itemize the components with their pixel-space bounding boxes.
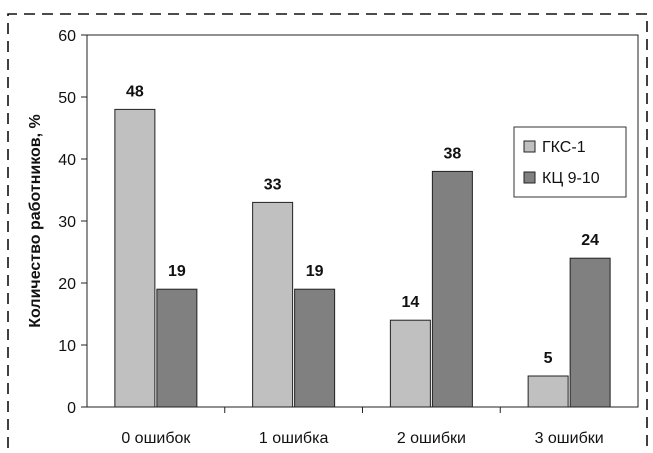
data-label: 38 <box>443 145 461 162</box>
y-tick-label: 10 <box>58 338 76 355</box>
bar-gks1 <box>527 375 569 408</box>
chart-frame-top <box>7 13 648 448</box>
data-label: 33 <box>264 176 282 193</box>
x-tick-label: 1 ошибка <box>259 430 329 447</box>
y-tick-label: 20 <box>58 276 76 293</box>
legend-swatch-gks1 <box>523 140 536 153</box>
bar-gks1 <box>114 108 156 408</box>
data-label: 14 <box>401 294 419 311</box>
legend-label-gks1: ГКС-1 <box>542 139 586 156</box>
data-label: 19 <box>168 263 186 280</box>
bar-kc910 <box>569 257 611 408</box>
bar-gks1 <box>389 319 431 408</box>
legend: ГКС-1 КЦ 9-10 <box>513 126 627 198</box>
bars <box>114 108 611 408</box>
x-tick-label: 3 ошибки <box>535 430 604 447</box>
x-axis: 0 ошибок 1 ошибка 2 ошибки 3 ошибки <box>121 407 604 447</box>
bar-kc910 <box>156 288 198 408</box>
y-axis: 0 10 20 30 40 50 60 <box>58 28 87 417</box>
data-label: 5 <box>544 350 553 367</box>
y-tick-label: 0 <box>67 400 76 417</box>
y-axis-title: Количество работников, % <box>27 114 44 327</box>
bar-gks1 <box>252 201 294 408</box>
data-labels: 48 19 33 19 14 38 5 24 <box>126 83 599 367</box>
x-tick-label: 0 ошибок <box>121 430 191 447</box>
legend-box <box>513 126 627 198</box>
legend-swatch-kc910 <box>523 171 536 184</box>
data-label: 24 <box>581 232 599 249</box>
legend-label-kc910: КЦ 9-10 <box>542 170 600 187</box>
data-label: 19 <box>306 263 324 280</box>
y-tick-label: 40 <box>58 152 76 169</box>
y-tick-label: 30 <box>58 214 76 231</box>
bar-kc910 <box>431 170 473 408</box>
x-tick-label: 2 ошибки <box>397 430 466 447</box>
y-tick-label: 50 <box>58 90 76 107</box>
y-tick-label: 60 <box>58 28 76 45</box>
data-label: 48 <box>126 83 144 100</box>
bar-kc910 <box>294 288 336 408</box>
